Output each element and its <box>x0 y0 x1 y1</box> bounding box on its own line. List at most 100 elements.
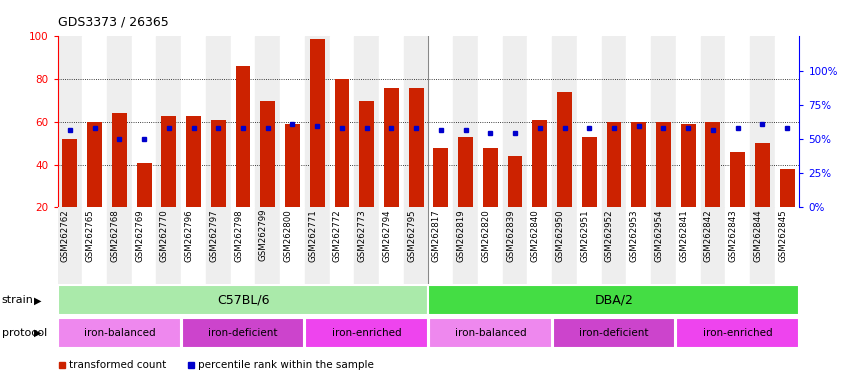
Bar <box>285 124 299 207</box>
Text: GDS3373 / 26365: GDS3373 / 26365 <box>58 16 168 29</box>
Bar <box>235 66 250 207</box>
Bar <box>483 147 497 207</box>
Bar <box>132 207 157 284</box>
Bar <box>532 120 547 207</box>
Bar <box>428 285 799 316</box>
Bar <box>360 101 374 207</box>
Bar <box>428 36 453 207</box>
Bar <box>82 207 107 284</box>
Text: GSM262795: GSM262795 <box>407 209 416 262</box>
Text: GSM262773: GSM262773 <box>358 209 366 262</box>
Bar <box>755 143 770 207</box>
Text: iron-deficient: iron-deficient <box>580 328 649 338</box>
Bar <box>725 36 750 207</box>
Text: GSM262820: GSM262820 <box>481 209 491 262</box>
Bar <box>379 207 404 284</box>
Text: GSM262799: GSM262799 <box>259 209 267 262</box>
Bar <box>676 318 799 348</box>
Bar <box>775 36 799 207</box>
Bar <box>626 36 651 207</box>
Text: GSM262951: GSM262951 <box>580 209 590 262</box>
Bar <box>577 36 602 207</box>
Bar <box>626 207 651 284</box>
Bar <box>206 207 231 284</box>
Text: GSM262771: GSM262771 <box>308 209 317 262</box>
Bar <box>280 207 305 284</box>
Bar <box>404 36 428 207</box>
Bar <box>780 169 794 207</box>
Text: GSM262768: GSM262768 <box>110 209 119 262</box>
Bar <box>384 88 398 207</box>
Bar <box>107 207 132 284</box>
Bar <box>527 207 552 284</box>
Text: iron-enriched: iron-enriched <box>332 328 402 338</box>
Bar <box>404 207 428 284</box>
Bar <box>181 36 206 207</box>
Text: GSM262794: GSM262794 <box>382 209 392 262</box>
Bar <box>607 122 622 207</box>
Text: GSM262817: GSM262817 <box>431 209 441 262</box>
Bar <box>453 36 478 207</box>
Text: GSM262839: GSM262839 <box>506 209 515 262</box>
Bar <box>656 122 671 207</box>
Bar <box>602 207 626 284</box>
Bar <box>700 207 725 284</box>
Bar <box>157 36 181 207</box>
Bar <box>651 207 676 284</box>
Text: ▶: ▶ <box>34 328 41 338</box>
Bar <box>577 207 602 284</box>
Bar <box>182 318 305 348</box>
Bar <box>58 207 82 284</box>
Text: iron-deficient: iron-deficient <box>208 328 277 338</box>
Bar <box>503 36 527 207</box>
Text: GSM262952: GSM262952 <box>605 209 614 262</box>
Bar <box>305 36 330 207</box>
Bar <box>527 36 552 207</box>
Bar <box>508 156 523 207</box>
Bar <box>681 124 695 207</box>
Bar <box>700 36 725 207</box>
Text: GSM262800: GSM262800 <box>283 209 293 262</box>
Bar <box>162 116 176 207</box>
Bar <box>459 137 473 207</box>
Bar <box>334 79 349 207</box>
Bar <box>503 207 527 284</box>
Bar <box>186 116 201 207</box>
Bar <box>552 36 577 207</box>
Bar <box>558 92 572 207</box>
Text: GSM262840: GSM262840 <box>530 209 540 262</box>
Bar <box>58 36 82 207</box>
Text: percentile rank within the sample: percentile rank within the sample <box>198 360 374 370</box>
Text: GSM262796: GSM262796 <box>184 209 194 262</box>
Text: iron-enriched: iron-enriched <box>703 328 772 338</box>
Bar <box>552 318 675 348</box>
Text: GSM262843: GSM262843 <box>728 209 738 262</box>
Bar <box>725 207 750 284</box>
Bar <box>107 36 132 207</box>
Bar <box>58 318 181 348</box>
Bar <box>453 207 478 284</box>
Bar <box>330 36 354 207</box>
Bar <box>280 36 305 207</box>
Bar <box>261 101 275 207</box>
Text: strain: strain <box>2 295 34 306</box>
Text: iron-balanced: iron-balanced <box>84 328 155 338</box>
Bar <box>428 207 453 284</box>
Bar <box>478 207 503 284</box>
Bar <box>676 36 700 207</box>
Text: GSM262842: GSM262842 <box>704 209 713 262</box>
Bar <box>775 207 799 284</box>
Bar <box>112 113 127 207</box>
Bar <box>211 120 226 207</box>
Text: GSM262841: GSM262841 <box>679 209 688 262</box>
Bar <box>582 137 596 207</box>
Text: GSM262844: GSM262844 <box>754 209 762 262</box>
Text: GSM262769: GSM262769 <box>135 209 144 262</box>
Bar <box>354 36 379 207</box>
Bar <box>157 207 181 284</box>
Bar <box>706 122 720 207</box>
Text: DBA/2: DBA/2 <box>595 294 634 307</box>
Text: GSM262762: GSM262762 <box>61 209 70 262</box>
Bar <box>305 318 428 348</box>
Bar <box>305 207 330 284</box>
